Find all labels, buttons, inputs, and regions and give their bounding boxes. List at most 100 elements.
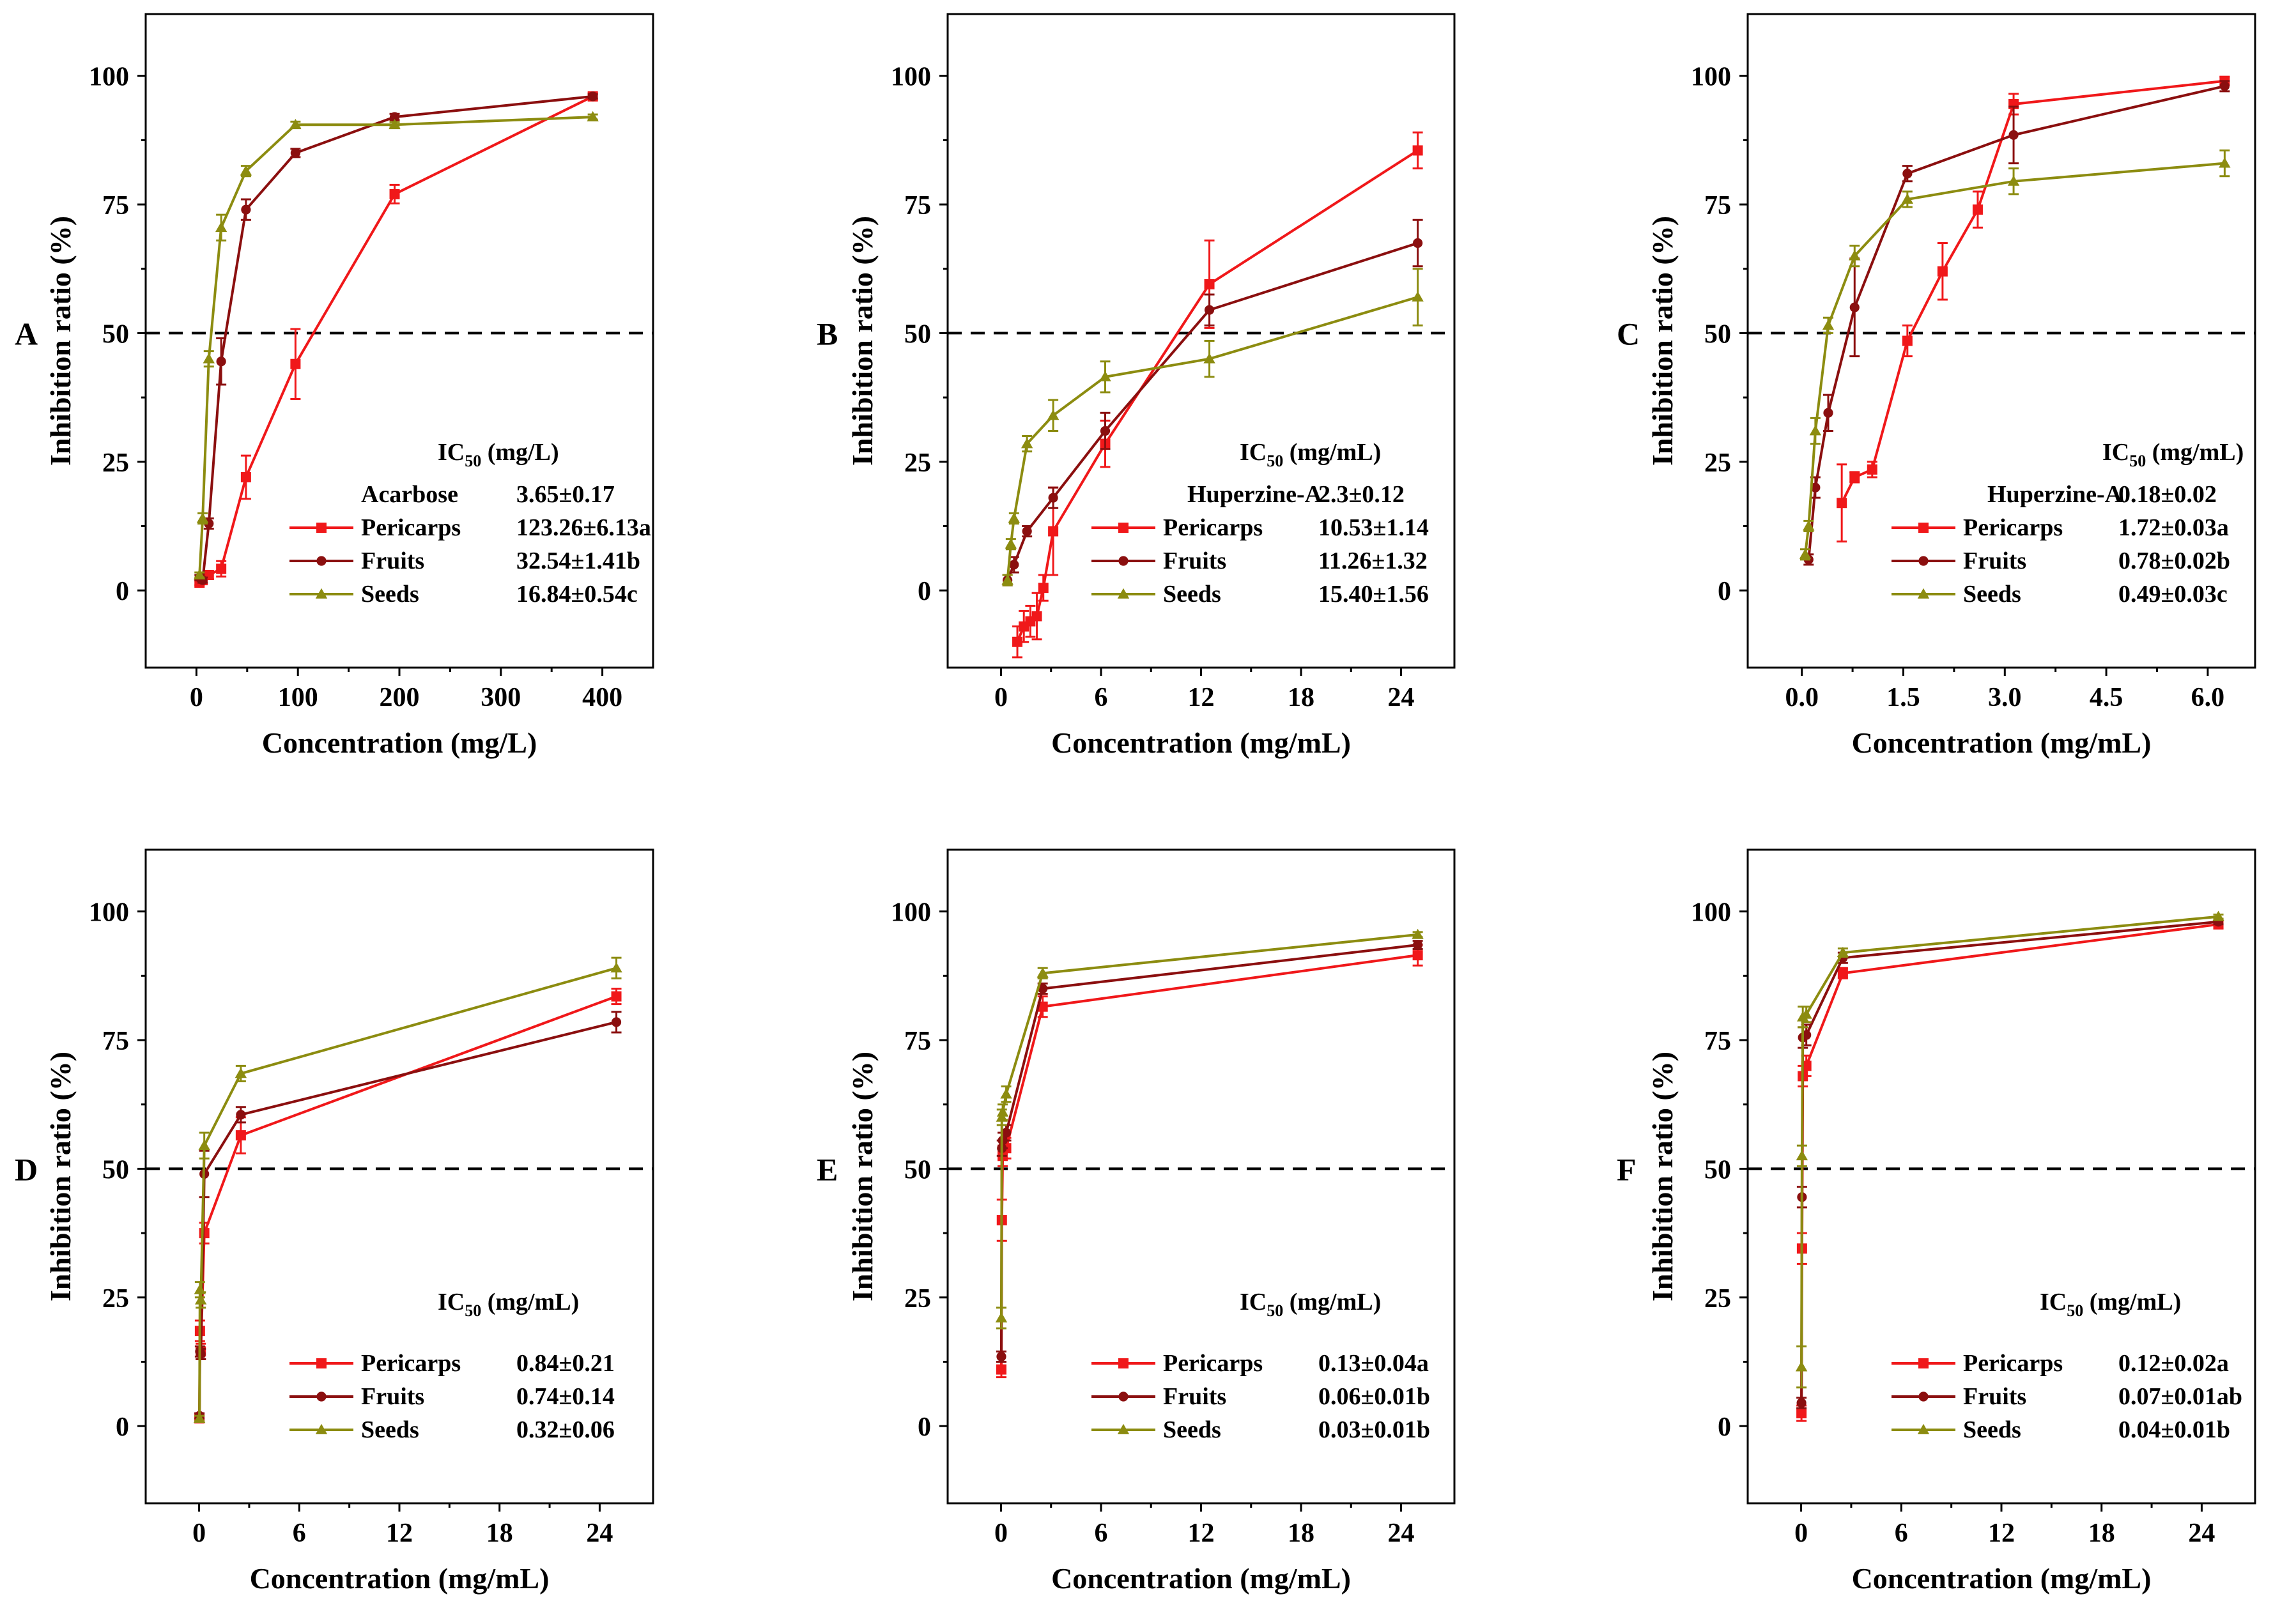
- y-axis-title: Inhibition ratio (%): [1646, 1052, 1679, 1301]
- ic50-header-subscript: 50: [1267, 452, 1283, 470]
- x-axis-title: Concentration (mg/L): [262, 726, 537, 759]
- y-tick-label: 50: [102, 1155, 129, 1184]
- legend-ic50-value: 0.49±0.03c: [2118, 581, 2228, 608]
- ic50-header: IC50 (mg/mL): [2040, 1289, 2181, 1320]
- data-point-fruits: [611, 1017, 622, 1027]
- data-point-seeds: [1005, 538, 1017, 549]
- legend-label: Fruits: [361, 548, 424, 574]
- ic50-header-unit: (mg/mL): [2083, 1289, 2181, 1315]
- data-point-fruits: [1796, 1398, 1807, 1408]
- y-tick-label: 50: [904, 1155, 931, 1184]
- data-point-seeds: [215, 222, 227, 233]
- panel-letter: C: [1617, 316, 1640, 351]
- series-line-seeds: [198, 967, 617, 1419]
- ic50-legend: IC50 (mg/L) Acarbose 3.65±0.17 Pericarps 123…: [289, 439, 651, 608]
- x-tick-label: 12: [1188, 683, 1215, 712]
- x-tick-label: 6: [293, 1519, 306, 1548]
- legend-swatch-marker: [1118, 556, 1129, 566]
- ic50-header-main: IC: [2040, 1289, 2067, 1315]
- data-point-seeds: [1001, 574, 1013, 585]
- series-line-pericarps: [198, 95, 594, 584]
- data-point-pericarps: [1012, 636, 1023, 647]
- ic50-legend: IC50 (mg/mL) Huperzine-A0.18±0.02 Pericarp…: [1892, 439, 2244, 608]
- legend-label: Pericarps: [1963, 514, 2063, 541]
- legend-label: Fruits: [361, 1383, 424, 1410]
- x-tick-label: 200: [380, 683, 420, 712]
- y-tick-label: 75: [102, 191, 129, 220]
- data-point-pericarps: [611, 991, 622, 1002]
- data-point-fruits: [996, 1351, 1006, 1362]
- data-point-fruits: [1100, 425, 1111, 436]
- data-point-fruits: [1902, 169, 1913, 179]
- ic50-header-unit: (mg/mL): [1283, 1289, 1381, 1315]
- data-point-fruits: [1022, 526, 1032, 537]
- ic50-header-subscript: 50: [1267, 1301, 1283, 1320]
- legend-ic50-value: 3.65±0.17: [516, 481, 615, 508]
- y-axis-title: Inhibition ratio (%): [846, 1052, 879, 1301]
- y-tick-label: 100: [891, 898, 931, 928]
- ic50-header: IC50 (mg/mL): [438, 1289, 579, 1320]
- legend-swatch-marker: [1117, 1423, 1130, 1434]
- data-point-seeds: [194, 569, 206, 579]
- series-seeds: [1001, 268, 1424, 586]
- data-point-pericarps: [1048, 526, 1059, 537]
- y-tick-label: 50: [1704, 319, 1731, 349]
- data-point-pericarps: [1972, 204, 1983, 215]
- legend-label: Seeds: [361, 581, 419, 608]
- data-point-fruits: [1001, 1128, 1012, 1138]
- legend-swatch-marker: [315, 588, 328, 599]
- ic50-header-subscript: 50: [2129, 452, 2146, 470]
- legend-label: Pericarps: [1963, 1350, 2063, 1377]
- x-tick-label: 12: [386, 1519, 413, 1548]
- data-point-fruits: [1849, 302, 1860, 312]
- y-tick-label: 50: [102, 319, 129, 349]
- x-tick-label: 24: [1388, 1519, 1415, 1548]
- y-tick-label: 0: [116, 1413, 129, 1442]
- data-point-pericarps: [290, 358, 301, 369]
- x-tick-label: 1.5: [1886, 683, 1920, 712]
- ic50-header: IC50 (mg/mL): [1240, 439, 1381, 470]
- data-point-fruits: [1204, 305, 1215, 315]
- legend-reference-label: Acarbose: [361, 481, 458, 508]
- x-axis-title: Concentration (mg/mL): [1051, 1562, 1351, 1595]
- data-point-fruits: [389, 112, 400, 122]
- data-point-seeds: [193, 1412, 206, 1423]
- legend-swatch-marker: [316, 523, 327, 533]
- legend-ic50-value: 0.78±0.02b: [2118, 548, 2230, 574]
- legend-label: Pericarps: [1163, 514, 1263, 541]
- data-point-seeds: [235, 1068, 247, 1078]
- data-point-seeds: [1203, 353, 1215, 364]
- data-point-seeds: [196, 512, 209, 523]
- data-point-seeds: [1901, 193, 1914, 204]
- legend-reference-label: Huperzine-A: [1987, 481, 2123, 508]
- chart-panel-f: 0 25 50 75 100 0 6 12 18 24 Concentration (mg/mL) I…: [1617, 848, 2256, 1595]
- y-tick-label: 75: [1704, 191, 1731, 220]
- data-point-fruits: [1810, 482, 1821, 493]
- data-point-seeds: [1795, 1361, 1808, 1372]
- x-axis-title: Concentration (mg/mL): [1051, 726, 1351, 759]
- legend-reference-label: Huperzine-A: [1187, 481, 1323, 508]
- ic50-header: IC50 (mg/mL): [1240, 1289, 1381, 1320]
- y-tick-label: 75: [904, 191, 931, 220]
- chart-panel-c: 0 25 50 75 100 0.0 1.5 3.0 4.5 6.0 Concentration (…: [1617, 13, 2256, 759]
- x-tick-label: 3.0: [1988, 683, 2022, 712]
- legend-label: Pericarps: [1163, 1350, 1263, 1377]
- panel-letter: B: [817, 316, 838, 351]
- ic50-header-main: IC: [2102, 439, 2129, 466]
- legend-ic50-value: 32.54±1.41b: [516, 548, 640, 574]
- chart-panel-a: 0 25 50 75 100 0 100 200 300 400 Concentration (mg…: [15, 13, 654, 759]
- data-point-seeds: [587, 111, 599, 122]
- data-point-seeds: [2007, 175, 2020, 186]
- legend-ic50-value: 15.40±1.56: [1318, 581, 1429, 608]
- data-point-seeds: [203, 353, 215, 364]
- y-tick-label: 25: [1704, 448, 1731, 478]
- data-point-seeds: [995, 1312, 1008, 1322]
- series-pericarps: [1012, 131, 1423, 659]
- x-tick-label: 12: [1988, 1519, 2015, 1548]
- x-tick-label: 24: [1388, 683, 1415, 712]
- y-tick-label: 75: [904, 1027, 931, 1056]
- data-point-seeds: [1099, 371, 1111, 381]
- data-point-seeds: [1799, 548, 1812, 559]
- series-line-fruits: [1800, 920, 2219, 1403]
- ic50-header-main: IC: [1240, 1289, 1267, 1315]
